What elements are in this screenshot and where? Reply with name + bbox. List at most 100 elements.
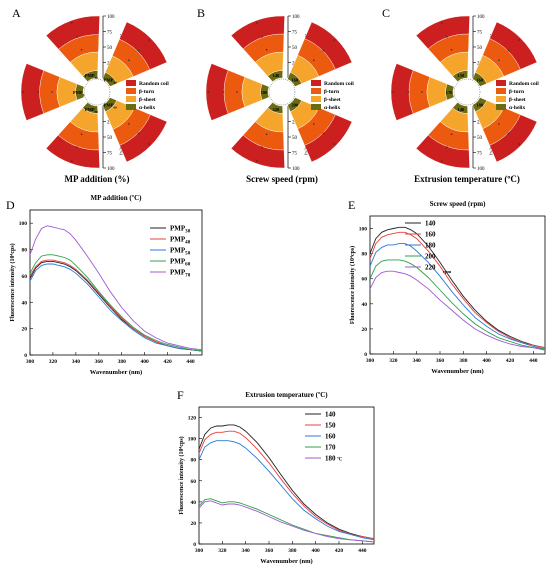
line-panel-e: E Screw speed (rpm)300 320 340 360 380 400 420 4…	[348, 198, 546, 375]
x-tick-label: 420	[335, 548, 344, 554]
category-label: 200	[291, 103, 299, 108]
scale-tick-label: 50	[107, 136, 113, 141]
error-bar	[313, 59, 315, 61]
error-bar	[446, 36, 448, 38]
y-axis-label: Fluorescence intensity (10⁴cps)	[178, 436, 185, 514]
error-bar	[128, 123, 130, 125]
legend-label: 170	[325, 444, 336, 452]
legend-swatch	[311, 96, 321, 102]
x-axis-label: Wavenumber (nm)	[260, 558, 312, 565]
y-tick-label: 100	[359, 227, 368, 233]
scale-tick-label: 25	[292, 121, 298, 126]
legend-label: PMP30	[170, 225, 191, 235]
legend-label: PMP60	[170, 258, 191, 268]
legend-label: α-helix	[324, 105, 340, 111]
error-bar	[518, 39, 520, 41]
y-tick-label: 60	[191, 479, 197, 485]
legend-label: 140	[325, 411, 336, 419]
error-bar	[498, 123, 500, 125]
y-tick-label: 60	[22, 274, 28, 280]
error-bar	[507, 49, 510, 52]
x-tick-label: 400	[483, 358, 492, 364]
error-bar	[322, 132, 325, 135]
series-line-160	[369, 231, 546, 349]
scale-tick-label: 50	[477, 136, 483, 141]
error-bar	[446, 146, 448, 148]
error-bar	[51, 91, 53, 93]
error-bar	[333, 143, 335, 145]
scale-tick-label: 50	[477, 46, 483, 51]
x-tick-label: 360	[436, 358, 445, 364]
bar-segment	[415, 134, 470, 169]
y-tick-label: 20	[191, 521, 197, 527]
x-tick-label: 440	[529, 358, 538, 364]
legend-label: β-sheet	[139, 97, 156, 103]
error-bar	[76, 146, 78, 148]
error-bar	[22, 91, 25, 93]
scale-tick-label: 75	[477, 152, 483, 157]
scale-tick-label: 100	[477, 15, 485, 20]
x-tick-label: 340	[413, 358, 422, 364]
y-tick-label: 20	[362, 327, 368, 333]
error-bar	[450, 133, 453, 136]
error-bar	[441, 160, 443, 162]
legend-swatch	[126, 104, 136, 110]
series-line-180	[369, 243, 546, 350]
y-tick-label: 100	[188, 437, 197, 443]
scale-tick-label: 100	[292, 167, 300, 172]
panel-letter: E	[348, 198, 355, 212]
legend-label: β-turn	[509, 89, 524, 95]
x-tick-label: 300	[26, 359, 35, 365]
x-tick-label: 360	[265, 548, 274, 554]
error-bar	[450, 48, 453, 51]
chart-title: Screw speed (rpm)	[430, 200, 487, 208]
legend-swatch	[311, 88, 321, 94]
x-tick-label: 400	[312, 548, 321, 554]
error-bar	[222, 91, 225, 93]
x-tick-label: 340	[72, 359, 81, 365]
series-line-140	[198, 424, 375, 540]
legend-label: 160	[425, 231, 436, 239]
legend-swatch	[311, 104, 321, 110]
plot-frame	[198, 406, 375, 545]
error-bar	[148, 143, 150, 145]
error-bar	[261, 36, 263, 38]
bar-segment	[39, 70, 61, 114]
series-line-200	[369, 259, 546, 350]
series-line-pmp70	[29, 225, 203, 351]
category-label: 160	[291, 77, 299, 82]
bar-segment	[241, 76, 263, 108]
error-bar	[137, 49, 140, 52]
bar-segment	[426, 76, 448, 108]
category-label: PMP70	[85, 107, 98, 114]
y-tick-label: 0	[364, 352, 367, 358]
x-axis-label: Wavenumber (nm)	[431, 368, 483, 375]
series-line-pmp50	[29, 263, 203, 352]
plot-frame	[369, 215, 546, 355]
bar-segment	[489, 21, 538, 70]
legend-swatch	[311, 80, 321, 86]
legend-label: PMP40	[170, 236, 191, 246]
series-line-pmp60	[29, 254, 203, 352]
series-line-150	[198, 430, 375, 540]
error-bar	[265, 48, 268, 51]
y-tick-label: 40	[22, 300, 28, 306]
bar-segment	[205, 63, 229, 121]
x-tick-label: 380	[288, 548, 297, 554]
line-panel-f: F Extrusion temperature (ºC) 300 320 340 360 3…	[177, 388, 375, 565]
bar-segment	[223, 70, 246, 114]
bar-segment	[45, 134, 100, 169]
legend-unit: rpm	[443, 269, 452, 274]
y-tick-label: 80	[191, 458, 197, 464]
legend-label: Random coil	[324, 81, 354, 87]
chart-title: MP addition (ºC)	[91, 194, 143, 202]
y-tick-label: 80	[362, 252, 368, 258]
error-bar	[407, 91, 410, 93]
panel-letter: C	[382, 6, 390, 20]
scale-tick-label: 100	[107, 15, 115, 20]
series-line-140	[369, 226, 546, 349]
legend-label: Random coil	[139, 81, 169, 87]
panel-letter: A	[12, 6, 21, 20]
error-bar	[137, 132, 140, 135]
